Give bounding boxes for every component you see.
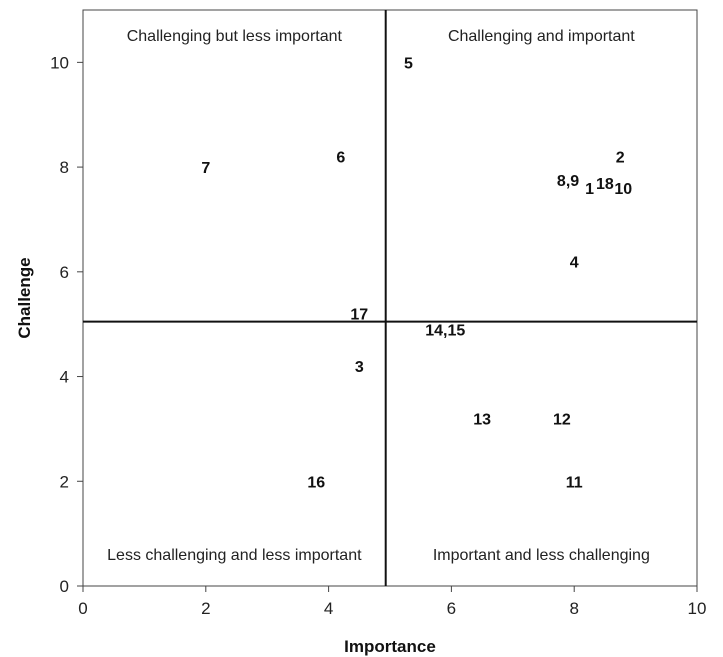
data-point-label: 11: [566, 474, 583, 491]
quadrant-label-bottom-right: Important and less challenging: [433, 547, 650, 564]
y-tick-label: 4: [60, 368, 69, 387]
data-point-label: 12: [553, 411, 571, 428]
data-point-label: 10: [614, 181, 632, 198]
data-point-label: 8,9: [557, 173, 579, 190]
data-point-label: 4: [570, 254, 579, 271]
quadrant-label-top-left: Challenging but less important: [127, 28, 343, 45]
data-point-label: 18: [596, 176, 614, 193]
x-tick-label: 10: [688, 599, 707, 618]
y-tick-label: 2: [60, 472, 69, 491]
quadrant-label-bottom-left: Less challenging and less important: [107, 547, 362, 564]
y-tick-label: 10: [50, 53, 69, 72]
data-point-label: 14,15: [425, 322, 465, 339]
data-point-label: 2: [616, 150, 625, 167]
x-tick-label: 8: [569, 599, 578, 618]
y-axis-title: Challenge: [15, 257, 34, 338]
data-point-label: 5: [404, 55, 413, 72]
x-tick-label: 4: [324, 599, 333, 618]
data-points: 5 7 6 2 8,9 1 18 10 4 17 14,15 3 13 12 16 11: [201, 55, 632, 491]
plot-frame: [82, 9, 698, 587]
data-point-label: 1: [585, 181, 594, 198]
x-axis-title: Importance: [344, 637, 436, 656]
quadrant-label-top-right: Challenging and important: [448, 28, 635, 45]
x-tick-label: 2: [201, 599, 210, 618]
x-tick-label: 6: [447, 599, 456, 618]
data-point-label: 17: [350, 307, 368, 324]
data-point-label: 6: [336, 150, 345, 167]
data-point-label: 13: [473, 411, 491, 428]
data-point-label: 16: [307, 474, 325, 491]
y-tick-label: 0: [60, 577, 69, 596]
data-point-label: 7: [201, 160, 210, 177]
axes: 0 2 4 6 8 10 0 2 4 6 8 10: [50, 9, 707, 618]
x-tick-label: 0: [78, 599, 87, 618]
quadrant-labels: Challenging but less important Challengi…: [107, 28, 650, 564]
data-point-label: 3: [355, 359, 364, 376]
y-tick-label: 8: [60, 158, 69, 177]
y-tick-label: 6: [60, 263, 69, 282]
